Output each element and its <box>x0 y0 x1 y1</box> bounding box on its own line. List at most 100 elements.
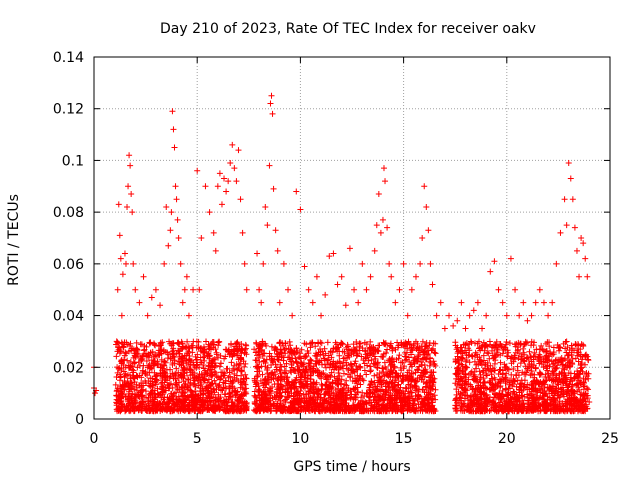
data-point-background <box>277 368 284 375</box>
data-point <box>254 250 261 257</box>
data-point-background <box>456 378 463 385</box>
data-point-background <box>432 350 439 357</box>
data-point-background <box>263 380 270 387</box>
data-point-background <box>345 352 352 359</box>
y-tick-label: 0.12 <box>53 102 84 118</box>
data-point-background <box>540 379 547 386</box>
data-point-background <box>533 380 540 387</box>
data-point-background <box>240 378 247 385</box>
data-point-background <box>491 360 498 367</box>
data-point <box>267 100 274 107</box>
data-point-background <box>370 349 377 356</box>
data-point-background <box>254 364 261 371</box>
data-point-background <box>567 374 574 381</box>
data-point-background <box>374 347 381 354</box>
data-point-background <box>511 341 518 348</box>
data-point-background <box>301 340 308 347</box>
data-point-background <box>343 359 350 366</box>
data-point <box>338 273 345 280</box>
data-point-background <box>492 376 499 383</box>
data-point-background <box>113 399 120 406</box>
data-point-background <box>185 403 192 410</box>
data-point-background <box>419 338 426 345</box>
data-point-background <box>484 349 491 356</box>
data-point <box>396 286 403 293</box>
data-point-background <box>454 381 461 388</box>
data-point <box>512 286 519 293</box>
data-point-background <box>321 400 328 407</box>
data-point <box>171 144 178 151</box>
data-point <box>235 147 242 154</box>
data-point-background <box>329 383 336 390</box>
data-point-background <box>337 387 344 394</box>
data-point-background <box>488 368 495 375</box>
data-point-background <box>478 344 485 351</box>
data-point-background <box>122 404 129 411</box>
data-point-background <box>352 375 359 382</box>
data-point-background <box>113 374 120 381</box>
data-point-background <box>185 361 192 368</box>
data-point-background <box>411 382 418 389</box>
data-point-background <box>520 345 527 352</box>
data-point-background <box>308 407 315 414</box>
data-point-background <box>457 390 464 397</box>
data-point-background <box>307 372 314 379</box>
data-point-background <box>215 354 222 361</box>
data-point <box>573 247 580 254</box>
data-point-background <box>505 349 512 356</box>
data-point-background <box>351 408 358 415</box>
data-point <box>175 235 182 241</box>
data-point-background <box>359 400 366 407</box>
data-point <box>121 250 128 257</box>
data-point-background <box>567 363 574 370</box>
data-point-background <box>564 396 571 403</box>
data-point <box>227 160 234 167</box>
data-point <box>313 273 320 280</box>
data-point-background <box>213 351 220 358</box>
data-point-background <box>208 372 215 379</box>
data-point-background <box>400 398 407 405</box>
data-point <box>553 260 560 267</box>
data-point-background <box>430 369 437 376</box>
data-point-background <box>354 384 361 391</box>
data-point-background <box>466 351 473 358</box>
data-point <box>262 203 269 210</box>
data-point-background <box>173 350 180 357</box>
data-point-background <box>393 370 400 377</box>
data-point-background <box>328 348 335 355</box>
data-point-background <box>577 391 584 398</box>
data-point-background <box>382 349 389 356</box>
data-point-background <box>157 342 164 349</box>
data-point <box>157 302 164 309</box>
data-point-background <box>430 358 437 365</box>
data-point-background <box>367 368 374 375</box>
data-point-background <box>555 359 562 366</box>
data-point-background <box>387 340 394 347</box>
data-point <box>163 203 170 210</box>
data-point-background <box>296 366 303 373</box>
data-point-background <box>226 390 233 397</box>
data-point-background <box>261 350 268 357</box>
data-point-background <box>205 376 212 383</box>
data-point-background <box>342 405 349 412</box>
data-point-background <box>468 383 475 390</box>
data-point-background <box>422 366 429 373</box>
data-point-background <box>582 352 589 359</box>
data-point-background <box>291 380 298 387</box>
data-point-background <box>559 400 566 407</box>
data-point-background <box>483 372 490 379</box>
data-point-background <box>406 393 413 400</box>
data-point-background <box>206 355 213 362</box>
data-point <box>419 235 426 241</box>
data-point <box>140 273 147 280</box>
data-point-background <box>547 401 554 408</box>
data-point-background <box>156 343 163 350</box>
data-point-background <box>308 357 315 364</box>
data-point <box>520 299 527 306</box>
data-point <box>210 229 217 236</box>
data-point <box>576 273 583 280</box>
data-point-background <box>498 405 505 412</box>
data-point-background <box>175 369 182 376</box>
data-point-background <box>399 372 406 379</box>
data-point-background <box>360 408 367 415</box>
